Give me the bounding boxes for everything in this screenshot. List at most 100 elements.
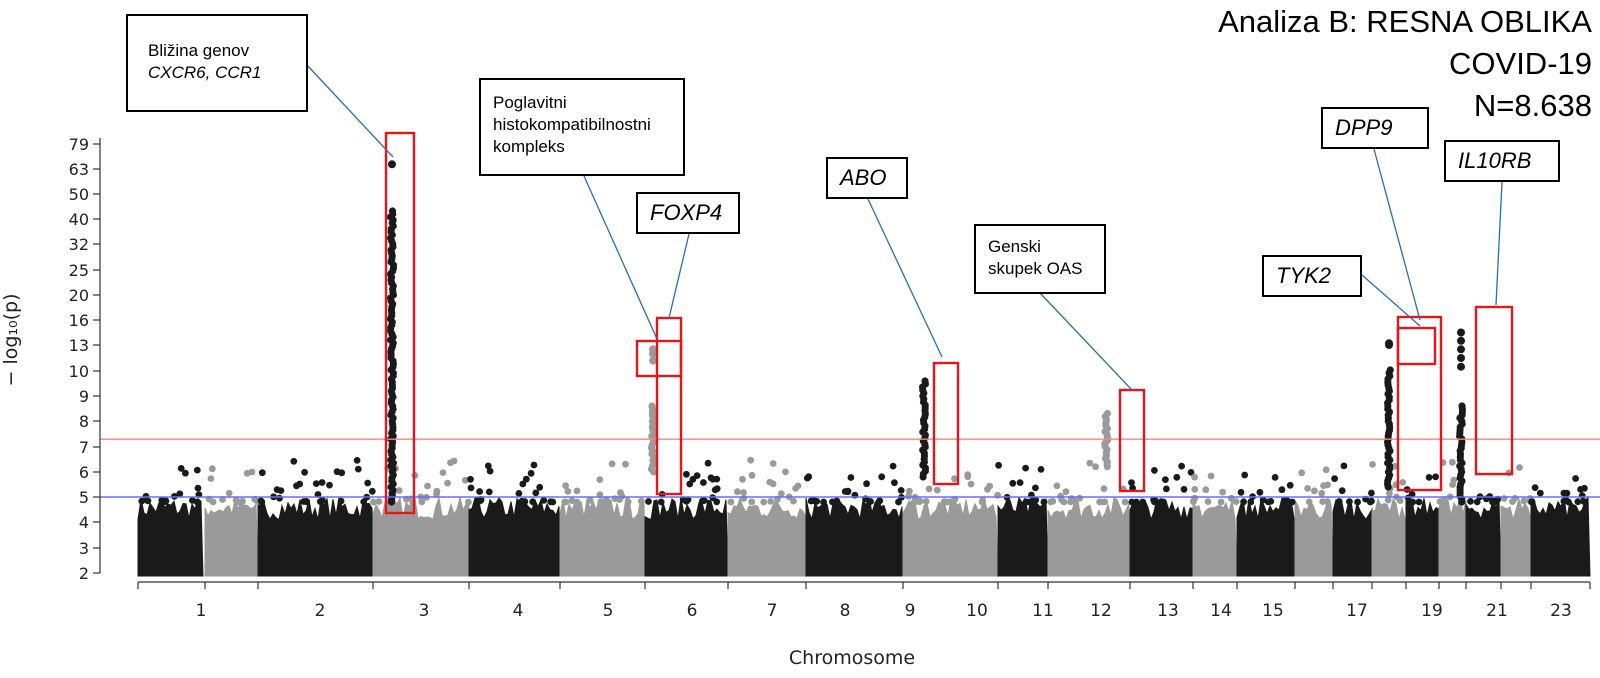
point — [486, 467, 494, 475]
point — [1415, 498, 1423, 506]
point — [1288, 498, 1296, 506]
point — [916, 497, 924, 505]
point — [829, 498, 836, 506]
point — [978, 498, 986, 506]
point — [439, 469, 447, 476]
point — [424, 482, 431, 490]
y-tick-label: 10 — [69, 362, 89, 381]
peak-point — [648, 402, 656, 410]
chromosome-6-cloud — [559, 497, 646, 577]
chromosome-23-cloud — [1530, 495, 1591, 577]
point — [967, 480, 975, 488]
point — [906, 487, 913, 495]
point — [683, 498, 690, 505]
annotation-abo: ABO — [826, 157, 908, 199]
y-tick-label: 2 — [79, 564, 89, 583]
point — [1286, 481, 1294, 489]
x-tick-label: 13 — [1157, 601, 1179, 621]
point — [1241, 471, 1249, 479]
point — [303, 498, 310, 506]
point — [748, 498, 756, 506]
point — [637, 497, 645, 505]
point — [867, 498, 874, 505]
x-tick-label: 9 — [905, 601, 916, 621]
point — [1100, 485, 1108, 493]
point — [693, 472, 701, 479]
x-tick-label: 4 — [513, 601, 524, 621]
point — [564, 488, 572, 495]
point — [1560, 497, 1568, 505]
y-tick-label: 4 — [79, 513, 89, 532]
point — [1173, 473, 1181, 481]
highlight-box — [635, 339, 683, 378]
point — [1096, 498, 1103, 506]
point — [301, 468, 308, 476]
data-points — [138, 160, 1588, 506]
point — [519, 480, 527, 488]
highlight-boxes — [384, 131, 1514, 515]
point — [465, 498, 472, 506]
point — [766, 478, 774, 486]
y-axis-ticks: 2 3 4 5 6 7 8 9 10 13 16 20 25 32 40 50 63 79 — [69, 135, 100, 583]
point — [1207, 472, 1215, 480]
point — [1191, 485, 1199, 493]
peak-point — [388, 160, 396, 169]
x-tick-label: 12 — [1090, 601, 1112, 621]
point — [876, 497, 884, 505]
peak-point — [1457, 345, 1465, 354]
x-tick-label: 23 — [1550, 601, 1572, 621]
point — [467, 475, 474, 483]
point — [433, 487, 441, 495]
point — [208, 465, 216, 473]
chromosome-1-cloud — [137, 497, 204, 577]
x-axis-label: Chromosome — [789, 647, 915, 669]
point — [1322, 466, 1330, 474]
peak-point — [649, 345, 657, 354]
point — [1449, 458, 1456, 466]
point — [608, 460, 616, 468]
annotation-abo-label: ABO — [840, 165, 887, 190]
pointer-line — [867, 198, 943, 358]
point — [1150, 496, 1157, 504]
x-tick-label: 7 — [767, 601, 778, 621]
x-tick-label: 21 — [1486, 601, 1508, 621]
point — [1335, 498, 1343, 505]
point — [727, 498, 735, 506]
point — [878, 473, 886, 481]
point — [258, 469, 266, 477]
point — [790, 497, 797, 505]
point — [138, 497, 146, 505]
annotation-cxcr6-ccr1: Bližina genov CXCR6, CCR1 — [126, 14, 308, 112]
point — [1267, 498, 1275, 505]
x-tick-label: 15 — [1262, 601, 1284, 621]
y-tick-label: 32 — [69, 235, 89, 254]
point — [476, 488, 483, 495]
point — [1187, 469, 1195, 476]
point — [1162, 476, 1169, 483]
point — [739, 475, 746, 483]
annotation-foxp4: FOXP4 — [636, 192, 740, 234]
point — [1256, 488, 1264, 496]
point — [1240, 498, 1247, 506]
chromosome-15-cloud — [1236, 496, 1296, 577]
point — [1151, 467, 1158, 474]
annotation-mhc-line1: Poglavitni — [493, 93, 567, 112]
point — [312, 480, 320, 487]
x-tick-label: 8 — [840, 601, 851, 621]
point — [686, 480, 694, 488]
point — [984, 485, 991, 493]
point — [530, 461, 538, 469]
peak-point — [388, 207, 397, 215]
point — [1178, 462, 1185, 470]
point — [645, 498, 652, 505]
point — [1086, 459, 1094, 467]
point — [1320, 482, 1327, 490]
annotation-mhc-line3: kompleks — [493, 137, 565, 156]
point — [813, 498, 821, 505]
point — [273, 486, 281, 493]
point — [995, 461, 1002, 469]
peak-point — [921, 377, 929, 385]
annotation-tyk2-label: TYK2 — [1276, 263, 1332, 288]
point — [1022, 464, 1029, 472]
